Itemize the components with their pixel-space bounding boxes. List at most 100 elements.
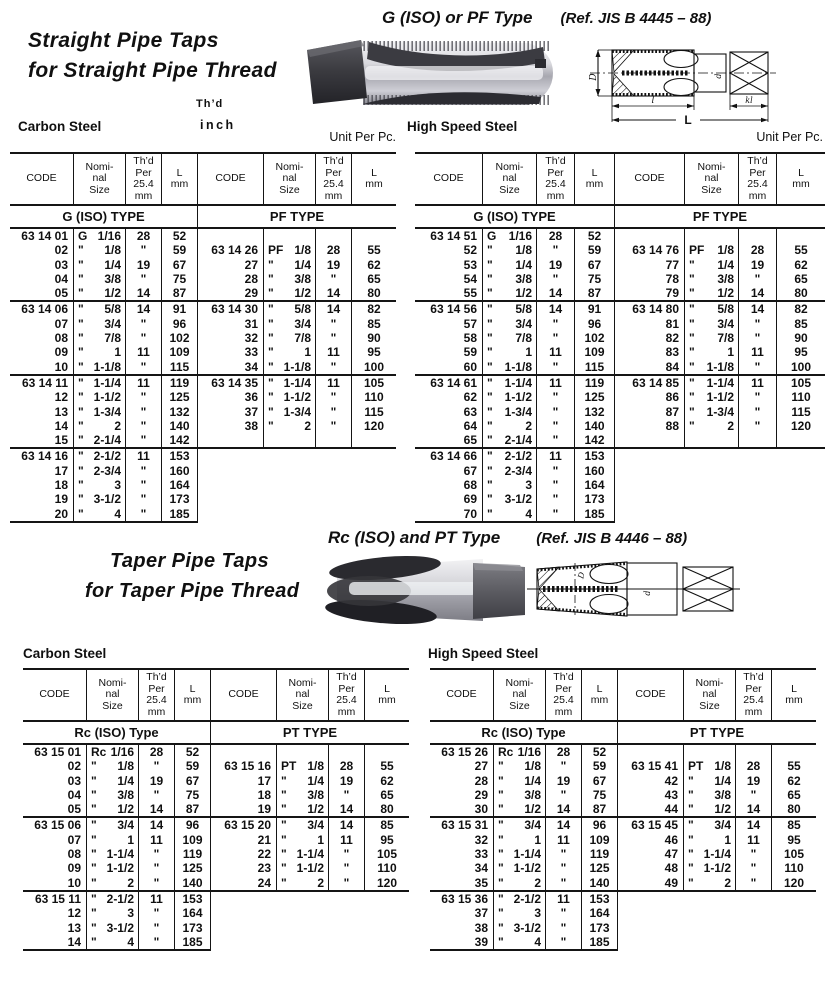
size-cell: " 1-1/4 bbox=[684, 847, 736, 862]
thd-cell: " bbox=[126, 243, 162, 258]
code-cell: 67 bbox=[415, 463, 483, 479]
table-row: 63 14 85 " 1-1/4 11 105 bbox=[615, 375, 825, 391]
table-row: 09 " 1-1/2 " 125 bbox=[23, 861, 211, 876]
thd-cell: " bbox=[546, 875, 582, 890]
code-cell: 63 14 51 bbox=[415, 229, 483, 244]
table-row: 08 " 7/8 " 102 bbox=[10, 331, 198, 346]
thd-cell: 19 bbox=[537, 257, 575, 272]
thd-cell: " bbox=[546, 861, 582, 876]
size-cell: " 7/8 bbox=[264, 331, 316, 346]
size-cell: " 3/8 bbox=[494, 787, 546, 803]
size-cell bbox=[277, 745, 329, 760]
thd-cell: " bbox=[316, 359, 352, 374]
table-row: 48 " 1-1/2 " 110 bbox=[618, 861, 816, 876]
code-cell: 44 bbox=[618, 802, 684, 817]
size-cell: " 2-3/4 bbox=[483, 463, 537, 479]
table-row: 63 14 80 " 5/8 14 82 bbox=[615, 302, 825, 317]
header-thd-per: Th’d Per 25.4 mm bbox=[139, 670, 175, 720]
code-cell: 33 bbox=[430, 847, 494, 862]
thd-cell: 14 bbox=[739, 286, 777, 301]
length-cell: 65 bbox=[380, 787, 394, 802]
thd-cell: 11 bbox=[316, 375, 352, 391]
length-cell: 109 bbox=[575, 345, 615, 360]
thd-cell: " bbox=[537, 331, 575, 346]
length-cell: 75 bbox=[175, 787, 211, 803]
code-cell: 60 bbox=[415, 359, 483, 374]
length-cell: 82 bbox=[367, 302, 381, 317]
thd-cell: 11 bbox=[126, 375, 162, 391]
table-row: 63 14 76 PF 1/8 28 55 bbox=[615, 243, 825, 258]
length-cell: 95 bbox=[380, 832, 394, 847]
length-cell: 109 bbox=[175, 832, 211, 848]
thd-cell: " bbox=[736, 861, 772, 876]
code-cell: 88 bbox=[615, 418, 685, 434]
code-cell: 38 bbox=[430, 920, 494, 935]
taper-hss-table: CODE Nomi- nal Size Th’d Per 25.4 mm L m… bbox=[430, 668, 816, 952]
size-cell: " 1-1/2 bbox=[685, 390, 739, 405]
type-label-right: PF TYPE bbox=[269, 209, 325, 224]
table-row: 05 " 1/2 14 87 bbox=[10, 286, 198, 301]
size-cell: " 1-1/2 bbox=[74, 390, 126, 405]
thd-cell: 28 bbox=[316, 243, 352, 258]
size-cell: " 2 bbox=[264, 418, 316, 434]
dim-label-d: d bbox=[714, 73, 723, 78]
thd-cell: 14 bbox=[537, 302, 575, 317]
size-cell: " 1-1/4 bbox=[494, 847, 546, 862]
taper-title-line2: for Taper Pipe Thread bbox=[85, 580, 300, 602]
size-cell: " 1-1/4 bbox=[483, 375, 537, 391]
table-row: 64 " 2 " 140 bbox=[415, 418, 615, 434]
code-cell: 05 bbox=[10, 286, 74, 301]
table-row: 63 14 35 " 1-1/4 11 105 bbox=[198, 375, 396, 391]
size-cell: " 3/8 bbox=[685, 271, 739, 287]
code-cell: 69 bbox=[415, 492, 483, 507]
code-cell: 82 bbox=[615, 331, 685, 346]
table-row: 55 " 1/2 14 87 bbox=[415, 286, 615, 301]
table-row: 70 " 4 " 185 bbox=[415, 506, 615, 521]
length-cell: 100 bbox=[790, 359, 812, 374]
table-group: 63 14 61 " 1-1/4 11 119 62 " 1-1/2 " 125 bbox=[415, 375, 825, 450]
straight-type-heading: G (ISO) or PF Type (Ref. JIS B 4445 – 88… bbox=[382, 8, 711, 28]
thd-note: Th’d bbox=[196, 98, 224, 110]
straight-carbon-label: Carbon Steel bbox=[18, 119, 102, 134]
table-row: 38 " 2 " 120 bbox=[198, 418, 396, 434]
table-row: 65 " 2-1/4 " 142 bbox=[415, 433, 615, 448]
thd-cell: 14 bbox=[739, 302, 777, 317]
code-cell: 63 15 20 bbox=[211, 818, 277, 833]
code-cell bbox=[198, 229, 264, 244]
thd-cell: 28 bbox=[736, 759, 772, 774]
code-cell: 08 bbox=[10, 331, 74, 346]
length-cell: 120 bbox=[790, 418, 812, 433]
code-cell: 10 bbox=[10, 359, 74, 374]
thd-cell: 28 bbox=[329, 759, 365, 774]
length-cell: 82 bbox=[794, 302, 808, 317]
table-header-row: CODE Nomi- nal Size Th’d Per 25.4 mm L m… bbox=[10, 154, 396, 206]
dim-label-D: D bbox=[576, 571, 587, 581]
table-group: 63 14 66 " 2-1/2 11 153 67 " 2-3/4 " 160 bbox=[415, 449, 825, 523]
code-cell: 52 bbox=[415, 243, 483, 258]
table-row bbox=[211, 745, 409, 760]
length-cell: 153 bbox=[575, 449, 615, 464]
size-cell: " 1/4 bbox=[264, 257, 316, 272]
table-row: 63 14 26 PF 1/8 28 55 bbox=[198, 243, 396, 258]
code-cell: 86 bbox=[615, 390, 685, 405]
thd-cell: " bbox=[126, 478, 162, 493]
table-row: 42 " 1/4 19 62 bbox=[618, 773, 816, 788]
code-cell: 39 bbox=[430, 934, 494, 950]
length-cell: 185 bbox=[575, 506, 615, 521]
table-row: 29 " 3/8 " 75 bbox=[430, 787, 618, 803]
code-cell: 63 14 16 bbox=[10, 449, 74, 464]
length-cell: 173 bbox=[575, 492, 615, 507]
thd-cell: " bbox=[126, 418, 162, 434]
length-cell: 62 bbox=[367, 257, 381, 272]
code-cell: 37 bbox=[430, 906, 494, 921]
header-code: CODE bbox=[211, 670, 277, 720]
header-nominal-size: Nomi- nal Size bbox=[684, 670, 736, 720]
code-cell: 63 14 26 bbox=[198, 243, 264, 258]
table-row: 09 " 1 11 109 bbox=[10, 345, 198, 360]
code-cell: 04 bbox=[23, 787, 87, 803]
size-cell: " 1/4 bbox=[277, 773, 329, 788]
thd-cell: " bbox=[537, 463, 575, 479]
header-length: L mm bbox=[365, 166, 383, 190]
length-cell: 102 bbox=[162, 331, 198, 346]
